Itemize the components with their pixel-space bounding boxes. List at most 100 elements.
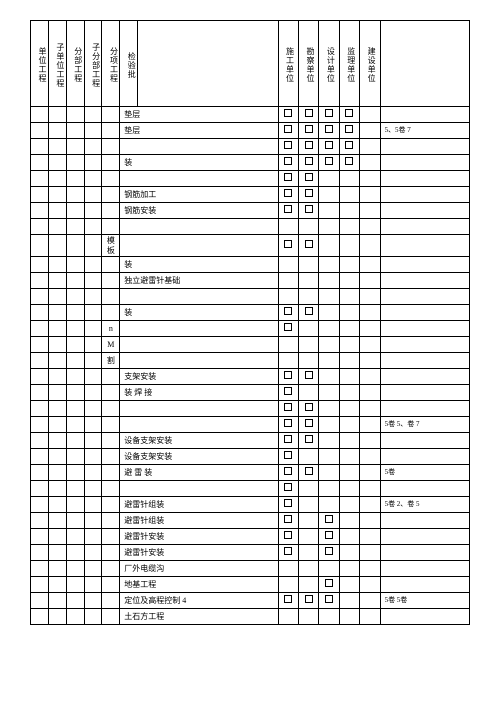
cell-c5 (102, 497, 120, 513)
cell-c3 (66, 337, 84, 353)
table-row: 支架安装 (31, 369, 470, 385)
table-row: 避 雷 装5卷 (31, 465, 470, 481)
cell-blank (360, 219, 380, 235)
cell-c3 (66, 465, 84, 481)
cell-c6: 设备支架安装 (120, 449, 278, 465)
hdr-col9: 设计单位 (319, 21, 339, 107)
document-page: 单位工程 子单位工程 分部工程 子分部工程 分项工程 检验批 施工单位 勘察单位… (0, 0, 500, 707)
cell-c2 (48, 561, 66, 577)
cell-c5 (102, 609, 120, 625)
table-row (31, 171, 470, 187)
cell-c2 (48, 187, 66, 203)
cell-c3 (66, 481, 84, 497)
cell-blank (360, 235, 380, 257)
cell-chk (278, 561, 298, 577)
table-row (31, 139, 470, 155)
cell-c2 (48, 529, 66, 545)
cell-chk (339, 449, 359, 465)
cell-chk (278, 305, 298, 321)
checkbox-icon (325, 109, 333, 117)
cell-c1 (31, 561, 49, 577)
cell-blank (360, 561, 380, 577)
cell-chk (339, 187, 359, 203)
cell-c2 (48, 305, 66, 321)
cell-c5: M (102, 337, 120, 353)
cell-blank (360, 155, 380, 171)
cell-chk (278, 107, 298, 123)
cell-c3 (66, 289, 84, 305)
cell-c3 (66, 385, 84, 401)
cell-c3 (66, 401, 84, 417)
table-row: 模 板 (31, 235, 470, 257)
cell-chk (298, 609, 318, 625)
cell-c1 (31, 235, 49, 257)
cell-chk (278, 235, 298, 257)
cell-chk (339, 107, 359, 123)
cell-chk (339, 289, 359, 305)
cell-c6: 支架安装 (120, 369, 278, 385)
cell-c1 (31, 401, 49, 417)
cell-chk (298, 273, 318, 289)
checkbox-icon (305, 403, 313, 411)
cell-c3 (66, 155, 84, 171)
cell-blank (360, 385, 380, 401)
cell-chk (319, 235, 339, 257)
checkbox-icon (345, 125, 353, 133)
cell-chk (298, 401, 318, 417)
table-row: 设备支架安装 (31, 433, 470, 449)
cell-chk (298, 219, 318, 235)
cell-c3 (66, 171, 84, 187)
checkbox-icon (305, 307, 313, 315)
cell-c4 (84, 353, 102, 369)
checkbox-icon (284, 515, 292, 523)
cell-chk (319, 369, 339, 385)
cell-c3 (66, 257, 84, 273)
cell-c5 (102, 449, 120, 465)
table-row: 设备支架安装 (31, 449, 470, 465)
table-row: 垫层5、5卷 7 (31, 123, 470, 139)
cell-c4 (84, 369, 102, 385)
cell-c2 (48, 465, 66, 481)
cell-chk (298, 577, 318, 593)
cell-c6: 垫层 (120, 107, 278, 123)
cell-chk (298, 545, 318, 561)
cell-blank (360, 529, 380, 545)
cell-chk (339, 577, 359, 593)
table-row (31, 401, 470, 417)
cell-c2 (48, 577, 66, 593)
cell-note (380, 433, 469, 449)
cell-chk (298, 481, 318, 497)
cell-blank (360, 273, 380, 289)
cell-c3 (66, 353, 84, 369)
hdr-col10: 监理单位 (339, 21, 359, 107)
checkbox-icon (325, 595, 333, 603)
cell-note (380, 187, 469, 203)
cell-c1 (31, 187, 49, 203)
cell-c5 (102, 481, 120, 497)
cell-chk (339, 219, 359, 235)
cell-blank (360, 481, 380, 497)
cell-c1 (31, 219, 49, 235)
cell-chk (319, 609, 339, 625)
cell-note (380, 289, 469, 305)
cell-c6 (120, 219, 278, 235)
cell-c3 (66, 545, 84, 561)
cell-chk (319, 203, 339, 219)
cell-c2 (48, 401, 66, 417)
cell-chk (339, 609, 359, 625)
cell-note (380, 449, 469, 465)
cell-note: 5卷 5、卷 7 (380, 417, 469, 433)
cell-c6 (120, 171, 278, 187)
cell-note (380, 171, 469, 187)
cell-c3 (66, 513, 84, 529)
cell-chk (278, 577, 298, 593)
checkbox-icon (284, 387, 292, 395)
cell-c5 (102, 219, 120, 235)
cell-chk (339, 155, 359, 171)
checkbox-icon (325, 579, 333, 587)
cell-c6: 设备支架安装 (120, 433, 278, 449)
cell-blank (360, 513, 380, 529)
cell-blank (360, 577, 380, 593)
cell-chk (278, 321, 298, 337)
cell-c5 (102, 417, 120, 433)
